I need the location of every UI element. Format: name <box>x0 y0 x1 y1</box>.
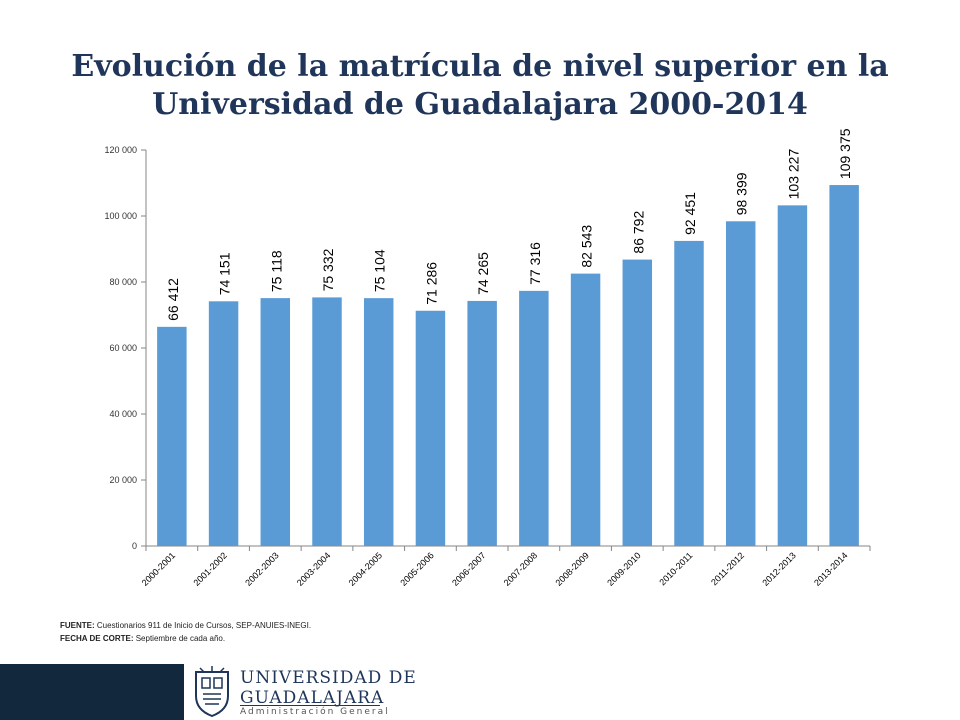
bar-value-label: 75 104 <box>372 249 388 292</box>
bar-value-label: 74 265 <box>475 252 491 295</box>
footer-band <box>0 664 184 720</box>
x-tick-label: 2006-2007 <box>450 550 488 588</box>
y-tick-label: 20 000 <box>109 475 137 485</box>
bar-value-label: 109 375 <box>837 128 853 179</box>
bar-value-label: 77 316 <box>527 242 543 285</box>
bar <box>829 185 859 546</box>
x-tick-label: 2000-2001 <box>140 550 178 588</box>
y-tick-label: 40 000 <box>109 409 137 419</box>
bar-chart: 0 20 000 40 000 60 000 80 000 100 000 120 000 6… <box>104 128 871 588</box>
bar <box>570 273 601 546</box>
y-tick-label: 60 000 <box>109 343 137 353</box>
cutoff-text: Septiembre de cada año. <box>133 634 226 643</box>
bar-value-label: 92 451 <box>682 192 698 235</box>
bar <box>777 205 808 547</box>
bar <box>312 297 342 546</box>
x-tick-label: 2013-2014 <box>812 550 850 588</box>
bar-value-label: 98 399 <box>734 172 750 215</box>
x-tick-label: 2009-2010 <box>605 550 643 588</box>
bar <box>208 301 239 546</box>
x-tick-label: 2011-2012 <box>709 550 746 587</box>
x-tick-label: 2012-2013 <box>760 550 798 588</box>
bar-value-label: 75 118 <box>268 250 284 292</box>
chart-title: Evolución de la matrícula de nivel super… <box>71 49 889 122</box>
bar <box>260 298 291 546</box>
x-tick-label: 2002-2003 <box>243 550 281 588</box>
logo-line-1: UNIVERSIDAD DE <box>240 668 417 688</box>
y-tick-label: 0 <box>132 541 137 551</box>
y-tick-label: 80 000 <box>109 277 137 287</box>
bar <box>363 298 394 546</box>
x-tick-label: 2010-2011 <box>657 550 694 587</box>
bar <box>622 259 653 546</box>
bar <box>157 326 187 546</box>
logo-line-2: GUADALAJARA <box>240 688 385 708</box>
cutoff-note: FECHA DE CORTE: Septiembre de cada año. <box>60 633 225 644</box>
bar-value-label: 75 332 <box>320 248 336 291</box>
logo-divider <box>240 705 380 706</box>
bar-value-label: 82 543 <box>579 225 595 268</box>
bar-value-label: 66 412 <box>165 278 181 321</box>
x-tick-label: 2005-2006 <box>398 550 436 588</box>
bar <box>674 240 704 547</box>
bar <box>519 290 549 546</box>
bar-value-label: 86 792 <box>630 211 646 254</box>
university-seal-icon <box>195 666 229 718</box>
y-tick-label: 100 000 <box>104 211 137 221</box>
bar-value-label: 74 151 <box>217 252 233 295</box>
x-tick-label: 2007-2008 <box>502 550 540 588</box>
bar-value-label: 71 286 <box>423 262 439 305</box>
bar <box>725 221 756 546</box>
x-tick-label: 2001-2002 <box>191 550 229 588</box>
university-logo: UNIVERSIDAD DE GUADALAJARA Administració… <box>190 664 416 720</box>
source-note: FUENTE: Cuestionarios 911 de Inicio de C… <box>60 620 311 631</box>
logo-line-3: Administración General <box>240 707 390 717</box>
cutoff-label: FECHA DE CORTE: <box>60 634 134 643</box>
x-tick-label: 2004-2005 <box>347 550 385 588</box>
bar-value-label: 103 227 <box>785 149 801 200</box>
source-text: Cuestionarios 911 de Inicio de Cursos, S… <box>94 621 312 630</box>
source-label: FUENTE: <box>60 621 95 630</box>
y-tick-label: 120 000 <box>104 145 137 155</box>
bar <box>415 310 446 546</box>
bar <box>467 300 497 546</box>
x-tick-label: 2003-2004 <box>295 550 333 588</box>
x-tick-label: 2008-2009 <box>553 550 591 588</box>
